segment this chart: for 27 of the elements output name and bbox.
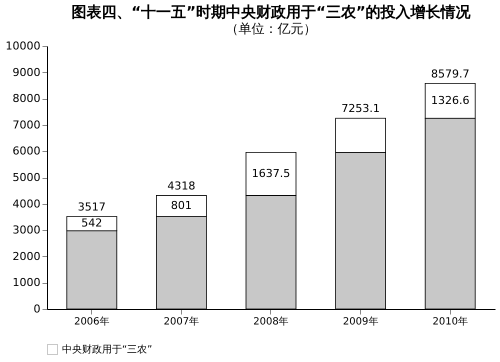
chart-title: 图表四、“十一五”时期中央财政用于“三农”的投入增长情况 [71, 3, 472, 21]
total-label: 8579.7 [430, 67, 470, 80]
total-label: 4318 [167, 179, 196, 192]
y-tick-label: 8000 [12, 92, 40, 106]
data-label: 1326.6 [430, 94, 470, 107]
x-tick-label: 2006年 [74, 316, 110, 328]
y-tick-label: 9000 [12, 66, 40, 79]
y-tick-label: 10000 [6, 40, 40, 52]
data-label: 801 [170, 198, 192, 212]
x-tick-label: 2007年 [164, 316, 200, 328]
y-tick-label: 0 [34, 302, 40, 316]
data-label: 542 [81, 216, 102, 230]
x-tick-label: 2009年 [342, 316, 378, 328]
y-tick-label: 2000 [12, 250, 40, 263]
x-tick-label: 2010年 [432, 316, 468, 328]
data-label: 1637.5 [252, 166, 290, 180]
legend-label: 中央财政用于“三农” [62, 344, 152, 356]
total-label: 3517 [78, 200, 106, 214]
y-tick-label: 6000 [12, 144, 40, 158]
y-tick-label: 4000 [12, 197, 40, 210]
x-tick-label: 2008年 [253, 316, 289, 328]
y-tick-label: 5000 [12, 171, 40, 184]
y-tick-label: 3000 [12, 224, 40, 237]
chart-subtitle: （单位：亿元） [226, 22, 316, 37]
y-tick-label: 1000 [12, 276, 40, 290]
y-tick-label: 7000 [12, 118, 40, 132]
total-label: 7253.1 [341, 102, 380, 116]
